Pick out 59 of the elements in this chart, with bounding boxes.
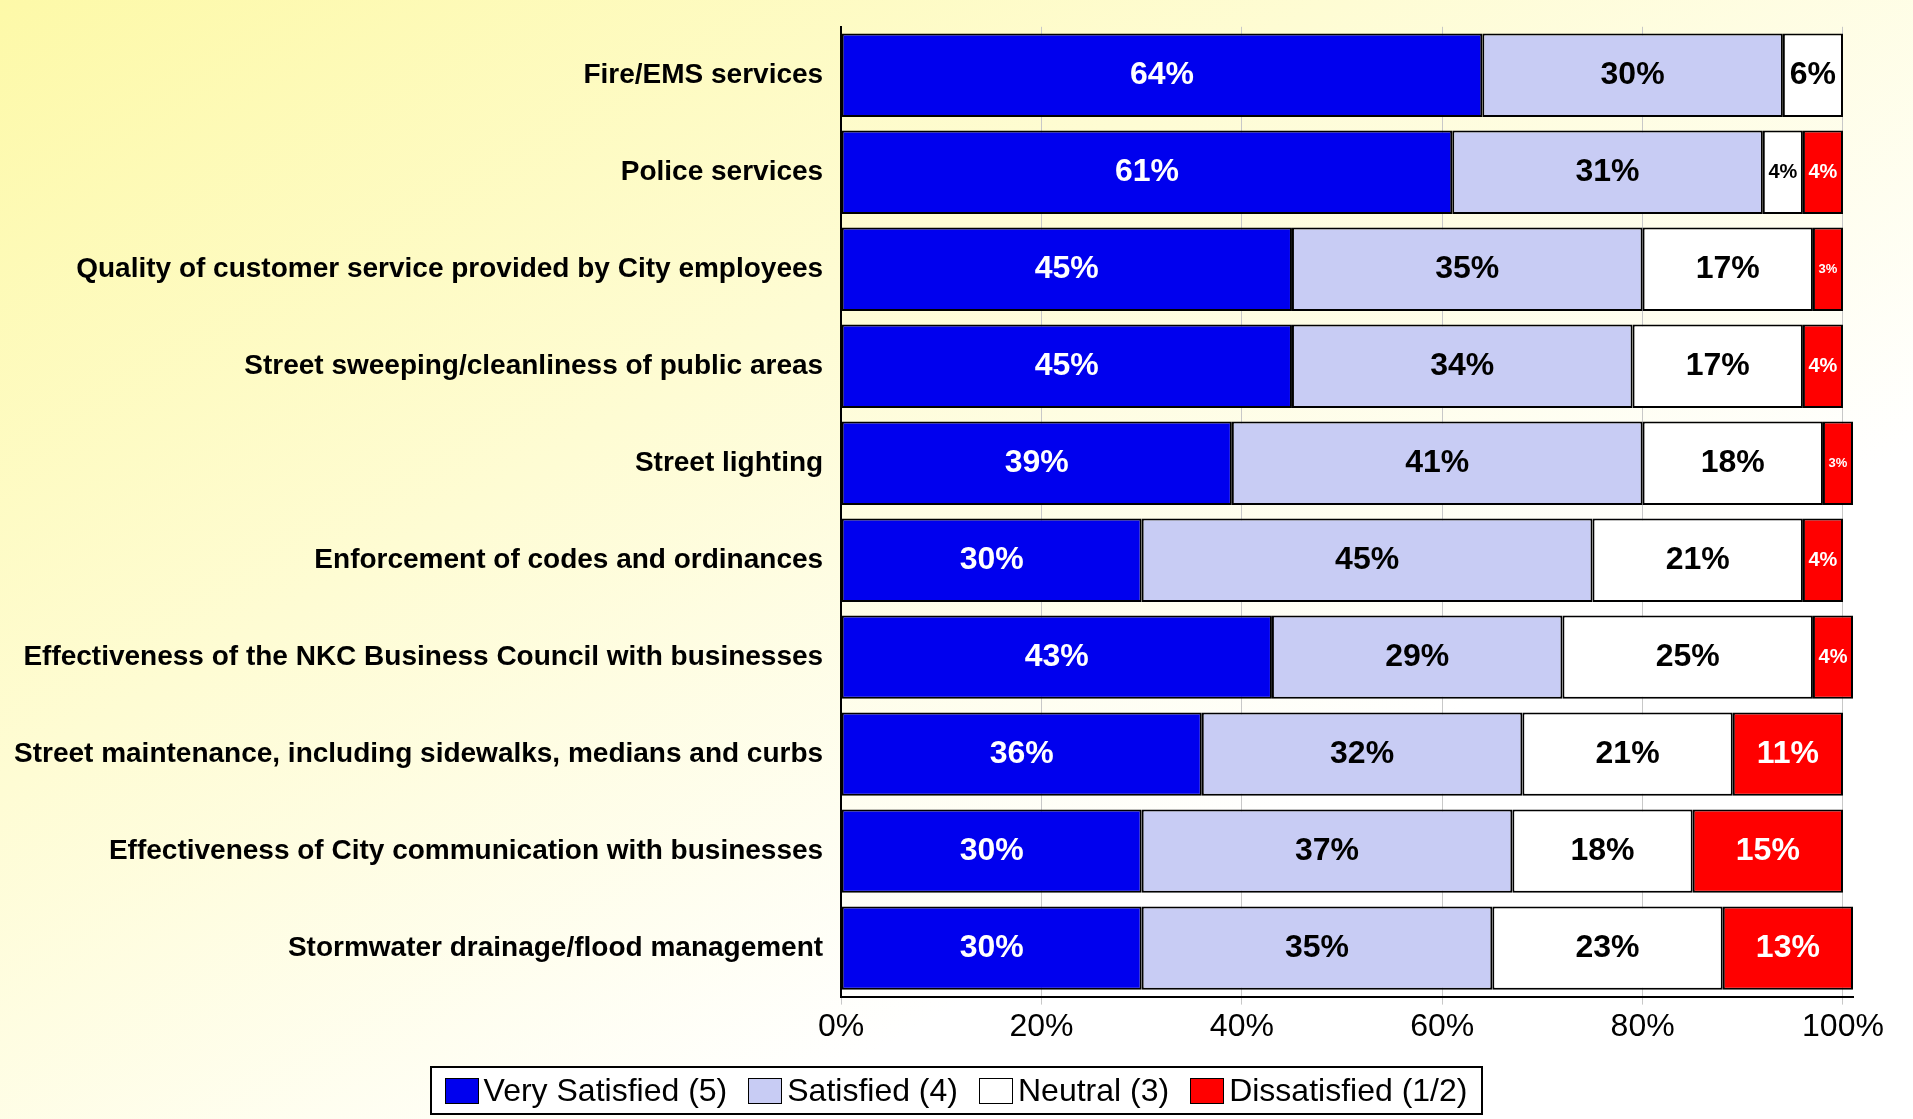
data-label: 30%	[959, 540, 1024, 577]
data-label: 30%	[1600, 55, 1665, 92]
data-label: 18%	[1570, 830, 1635, 867]
data-label: 4%	[1808, 353, 1838, 376]
data-label: 3%	[1828, 454, 1848, 470]
legend-label: Dissatisfied (1/2)	[1229, 1072, 1468, 1109]
data-label: 17%	[1695, 249, 1760, 286]
data-label: 17%	[1685, 346, 1750, 383]
data-label: 6%	[1789, 55, 1837, 92]
x-tick-label: 20%	[1009, 1006, 1074, 1043]
data-label: 31%	[1575, 152, 1640, 189]
data-label: 30%	[959, 927, 1024, 964]
y-tick-label: Police services	[620, 154, 824, 186]
data-label: 41%	[1405, 443, 1470, 480]
y-tick-label: Street lighting	[634, 445, 824, 477]
data-label: 35%	[1435, 249, 1500, 286]
y-tick-label: Street maintenance, including sidewalks, medians and curbs	[13, 736, 824, 768]
x-tick-label: 80%	[1610, 1006, 1675, 1043]
x-tick-label: 100%	[1802, 1006, 1884, 1043]
data-label: 45%	[1335, 540, 1400, 577]
data-label: 3%	[1818, 260, 1838, 276]
y-tick-label: Fire/EMS services	[583, 58, 824, 90]
y-tick-label: Enforcement of codes and ordinances	[314, 542, 824, 574]
data-label: 34%	[1430, 346, 1495, 383]
data-label: 11%	[1756, 733, 1820, 770]
data-label: 37%	[1295, 830, 1360, 867]
data-label: 64%	[1129, 55, 1194, 92]
data-label: 4%	[1808, 159, 1838, 182]
x-tick-label: 40%	[1209, 1006, 1274, 1043]
y-tick-label: Street sweeping/cleanliness of public areas	[244, 348, 824, 380]
legend-label: Satisfied (4)	[787, 1072, 958, 1109]
data-label: 30%	[959, 830, 1024, 867]
data-label: 35%	[1284, 927, 1350, 964]
data-label: 25%	[1655, 637, 1720, 673]
x-tick-label: 60%	[1410, 1006, 1475, 1043]
legend-label: Very Satisfied (5)	[483, 1072, 728, 1109]
data-label: 18%	[1700, 443, 1765, 480]
y-tick-label: Effectiveness of City communication with businesses	[108, 833, 824, 865]
data-label: 43%	[1024, 637, 1089, 673]
data-label: 39%	[1004, 443, 1069, 480]
data-label: 61%	[1114, 152, 1179, 189]
data-label: 15%	[1735, 830, 1800, 867]
data-label: 4%	[1818, 644, 1848, 667]
x-tick-label: 0%	[818, 1006, 865, 1043]
data-label: 45%	[1034, 249, 1099, 286]
data-label: 13%	[1755, 927, 1820, 964]
y-tick-label: Quality of customer service provided by City employees	[76, 251, 824, 283]
data-label: 4%	[1768, 159, 1798, 182]
text: Neutral (3)	[1017, 1072, 1170, 1109]
y-tick-label: Effectiveness of the NKC Business Council with businesses	[23, 639, 824, 671]
data-label: 32%	[1330, 733, 1395, 770]
data-label: 21%	[1595, 733, 1660, 770]
data-label: 36%	[989, 733, 1054, 770]
data-label: 4%	[1808, 547, 1838, 570]
data-label: 45%	[1034, 346, 1099, 383]
data-label: 21%	[1665, 540, 1730, 577]
data-label: 23%	[1575, 927, 1640, 964]
data-label: 29%	[1385, 637, 1450, 673]
y-tick-label: Stormwater drainage/flood management	[287, 930, 824, 962]
